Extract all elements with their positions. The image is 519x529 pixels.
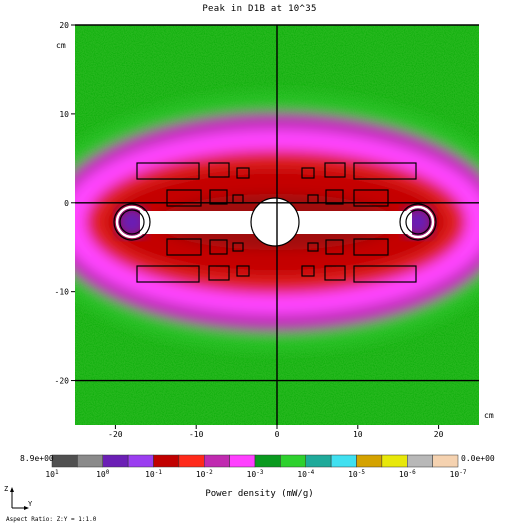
x-tick-label: 10 [353, 430, 363, 439]
colorbar-cell [330, 454, 357, 468]
colorbar-cell [356, 454, 383, 468]
y-tick-label: -10 [55, 288, 70, 297]
right-ring-inner [405, 209, 431, 235]
y-unit-label: cm [56, 41, 66, 50]
colorbar-title: Power density (mW/g) [205, 489, 314, 499]
colorbar-cells [51, 454, 459, 468]
right-ring-middle [401, 205, 435, 239]
left-ring-outer [113, 203, 151, 241]
colorbar-cell [51, 454, 78, 468]
colorbar-cell [432, 454, 459, 468]
axes: -20 -10 0 10 20 20 10 0 -10 -20 [55, 21, 444, 439]
center-hub [250, 197, 300, 247]
colorbar-cell [127, 454, 154, 468]
colorbar-tick-label: 100 [96, 469, 110, 479]
left-ring-middle [115, 205, 149, 239]
axis-z-label: Z [4, 485, 8, 493]
y-tick-label: -20 [55, 377, 70, 386]
colorbar-tick-label: 101 [45, 469, 59, 479]
grid-lines [75, 24, 479, 425]
x-tick-label: -20 [108, 430, 123, 439]
colorbar-tick-label: 10-4 [297, 469, 314, 479]
colorbar-cell [204, 454, 230, 468]
colorbar-cell [305, 454, 332, 468]
y-tick-label: 20 [59, 21, 69, 30]
colorbar-cell [102, 454, 129, 468]
colorbar-tick-label: 10-3 [247, 469, 264, 479]
right-ring-outer [399, 203, 437, 241]
chart-title: Peak in D1B at 10^35 [202, 4, 317, 14]
x-tick-label: 0 [275, 430, 280, 439]
y-tick-label: 10 [59, 110, 69, 119]
axes-orientation-icon: Z Y [4, 485, 33, 510]
x-unit-label: cm [484, 411, 494, 420]
colorbar-cell [77, 454, 103, 468]
colorbar-tick-label: 10-2 [196, 469, 213, 479]
colorbar-tick-label: 10-5 [348, 469, 365, 479]
colorbar-cell [178, 454, 205, 468]
colorbar-cell [229, 454, 256, 468]
heatmap-plot: -20 -10 0 10 20 20 10 0 -10 -20 cm cm [55, 21, 494, 439]
colorbar: 8.9e+00 0.0e+00 101 100 10-1 10-2 10-3 10-4 10… [20, 454, 495, 479]
x-tick-label: -10 [189, 430, 204, 439]
colorbar-min-label: 8.9e+00 [20, 454, 54, 463]
left-ring-inner [119, 209, 145, 235]
x-tick-label: 20 [434, 430, 444, 439]
colorbar-cell [153, 454, 180, 468]
colorbar-tick-labels: 101 100 10-1 10-2 10-3 10-4 10-5 10-6 10-7 [45, 469, 466, 479]
colorbar-cell [407, 454, 433, 468]
colorbar-cell [381, 454, 408, 468]
aspect-ratio-text: Aspect Ratio: Z:Y = 1:1.0 [6, 516, 97, 523]
colorbar-tick-label: 10-6 [399, 469, 416, 479]
y-tick-label: 0 [64, 199, 69, 208]
colorbar-cell [280, 454, 306, 468]
colorbar-max-label: 0.0e+00 [461, 454, 495, 463]
axis-y-label: Y [28, 500, 33, 508]
colorbar-tick-label: 10-7 [450, 469, 467, 479]
colorbar-cell [254, 454, 281, 468]
colorbar-tick-label: 10-1 [145, 469, 162, 479]
